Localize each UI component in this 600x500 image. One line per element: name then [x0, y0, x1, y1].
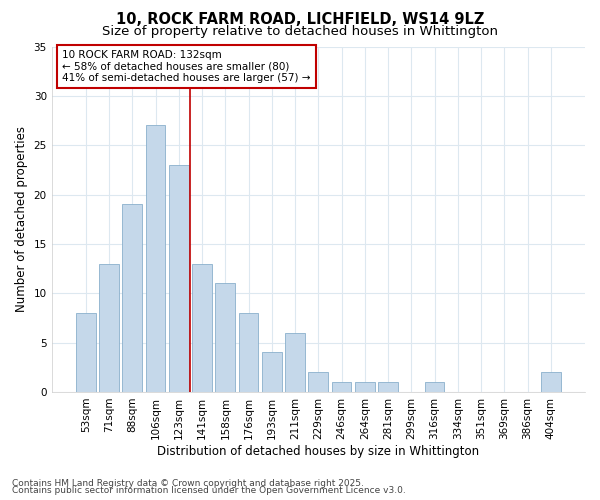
- Bar: [378, 382, 398, 392]
- Text: 10 ROCK FARM ROAD: 132sqm
← 58% of detached houses are smaller (80)
41% of semi-: 10 ROCK FARM ROAD: 132sqm ← 58% of detac…: [62, 50, 311, 83]
- Bar: [99, 264, 119, 392]
- Bar: [215, 284, 235, 392]
- Bar: [192, 264, 212, 392]
- Bar: [308, 372, 328, 392]
- X-axis label: Distribution of detached houses by size in Whittington: Distribution of detached houses by size …: [157, 444, 479, 458]
- Bar: [355, 382, 375, 392]
- Bar: [425, 382, 445, 392]
- Bar: [169, 165, 188, 392]
- Bar: [262, 352, 282, 392]
- Bar: [146, 126, 166, 392]
- Bar: [76, 313, 95, 392]
- Y-axis label: Number of detached properties: Number of detached properties: [15, 126, 28, 312]
- Text: Contains public sector information licensed under the Open Government Licence v3: Contains public sector information licen…: [12, 486, 406, 495]
- Text: Contains HM Land Registry data © Crown copyright and database right 2025.: Contains HM Land Registry data © Crown c…: [12, 478, 364, 488]
- Text: 10, ROCK FARM ROAD, LICHFIELD, WS14 9LZ: 10, ROCK FARM ROAD, LICHFIELD, WS14 9LZ: [116, 12, 484, 28]
- Bar: [332, 382, 352, 392]
- Bar: [541, 372, 561, 392]
- Bar: [285, 332, 305, 392]
- Text: Size of property relative to detached houses in Whittington: Size of property relative to detached ho…: [102, 25, 498, 38]
- Bar: [239, 313, 259, 392]
- Bar: [122, 204, 142, 392]
